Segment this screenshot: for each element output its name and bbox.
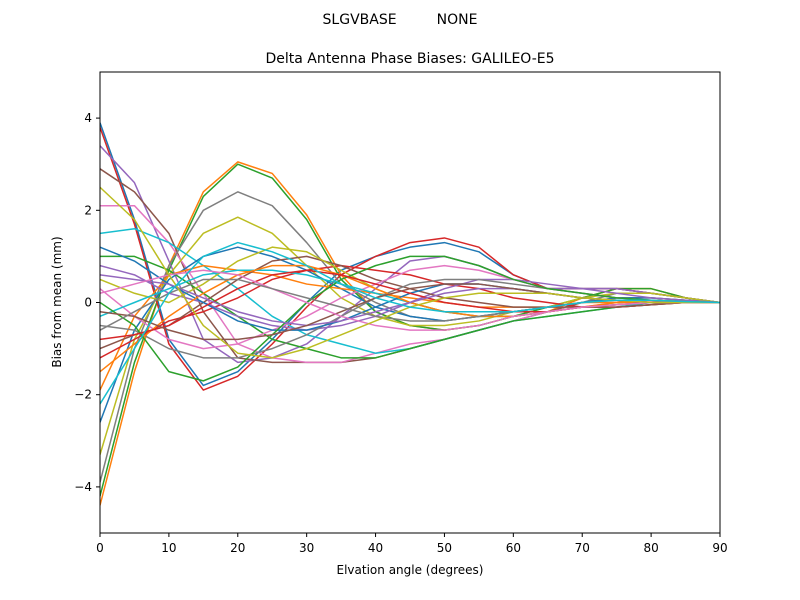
series-line [100, 161, 720, 506]
y-tick-label: 2 [84, 203, 92, 217]
x-tick-label: 90 [712, 541, 727, 555]
x-tick-label: 30 [299, 541, 314, 555]
x-tick-label: 60 [506, 541, 521, 555]
x-tick-label: 10 [161, 541, 176, 555]
series-layer [100, 122, 720, 506]
series-line [100, 255, 720, 382]
series-line [100, 241, 720, 405]
x-tick-label: 70 [575, 541, 590, 555]
figure-suptitle: SLGVBASE NONE [323, 12, 478, 28]
x-tick-label: 0 [96, 541, 104, 555]
y-tick-label: −4 [74, 480, 92, 494]
x-tick-label: 80 [643, 541, 658, 555]
x-tick-label: 50 [437, 541, 452, 555]
series-line [100, 283, 720, 341]
x-axis-label: Elvation angle (degrees) [337, 563, 484, 577]
series-line [100, 246, 720, 423]
series-line [100, 269, 720, 331]
y-tick-label: 4 [84, 111, 92, 125]
x-tick-label: 40 [368, 541, 383, 555]
series-line [100, 168, 720, 364]
chart-title: Delta Antenna Phase Biases: GALILEO-E5 [265, 51, 554, 67]
y-axis-label: Bias from mean (mm) [50, 236, 64, 367]
x-tick-label: 20 [230, 541, 245, 555]
y-axis: −4 −2 0 2 4 [74, 111, 100, 494]
y-tick-label: −2 [74, 388, 92, 402]
x-axis: 0 10 20 30 40 50 60 70 80 90 [96, 533, 728, 555]
y-tick-label: 0 [84, 296, 92, 310]
